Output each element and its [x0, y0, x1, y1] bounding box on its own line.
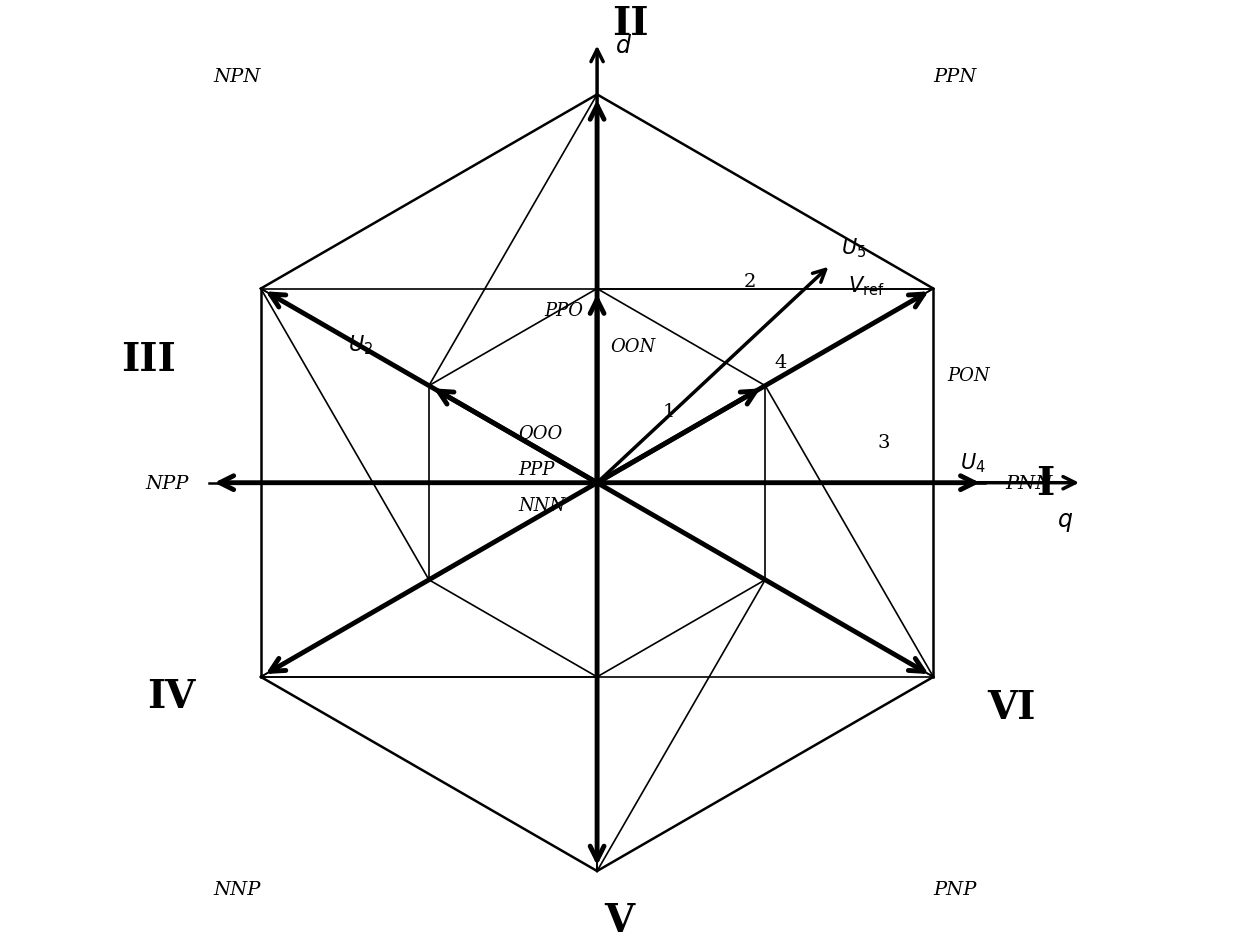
Text: $U_5$: $U_5$: [841, 236, 866, 260]
Text: PPN: PPN: [933, 68, 976, 86]
Text: I: I: [1036, 464, 1054, 502]
Text: PNP: PNP: [933, 880, 976, 898]
Text: 2: 2: [743, 273, 756, 291]
Text: $U_4$: $U_4$: [960, 450, 986, 474]
Text: PPP: PPP: [519, 461, 555, 479]
Text: $V_{\mathrm{ref}}$: $V_{\mathrm{ref}}$: [849, 275, 885, 298]
Text: VI: VI: [987, 688, 1036, 726]
Text: IV: IV: [147, 677, 196, 715]
Text: OON: OON: [611, 338, 655, 356]
Text: II: II: [612, 5, 649, 43]
Text: $d$: $d$: [615, 35, 632, 58]
Text: $U_2$: $U_2$: [348, 332, 373, 356]
Text: PON: PON: [947, 366, 990, 385]
Text: III: III: [121, 341, 176, 379]
Text: PNN: PNN: [1005, 474, 1052, 492]
Text: 1: 1: [663, 402, 675, 420]
Text: 3: 3: [877, 434, 891, 452]
Text: OOO: OOO: [519, 425, 563, 443]
Text: NPP: NPP: [146, 474, 190, 492]
Text: V: V: [605, 901, 634, 939]
Text: NNN: NNN: [519, 497, 566, 514]
Text: NNP: NNP: [213, 880, 260, 898]
Text: NPN: NPN: [213, 68, 260, 86]
Text: $q$: $q$: [1057, 510, 1073, 533]
Text: 4: 4: [774, 353, 787, 371]
Text: PPO: PPO: [545, 302, 584, 320]
